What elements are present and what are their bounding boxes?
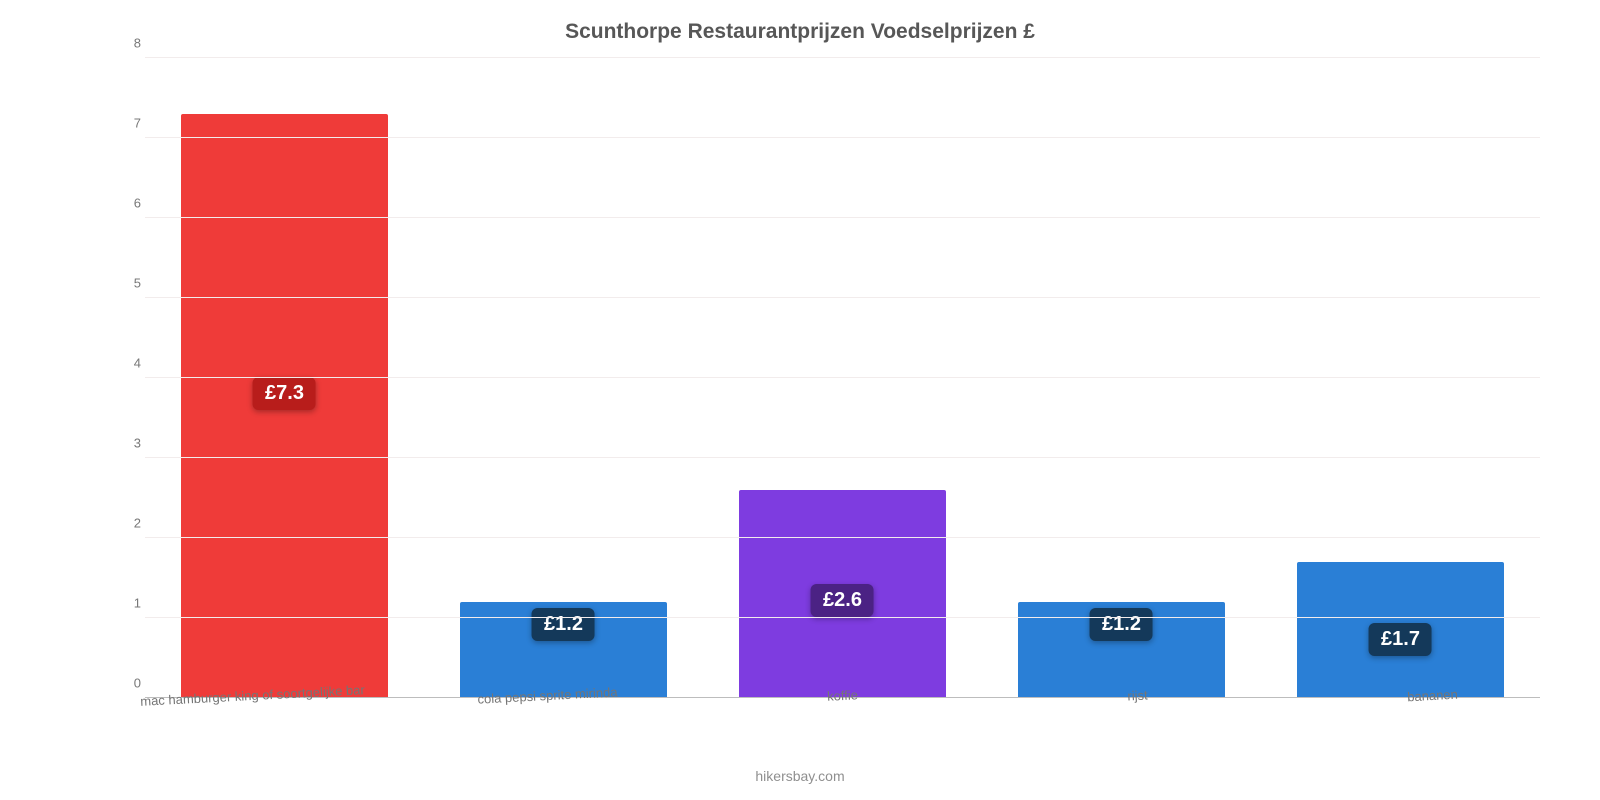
plot-area: £7.3£1.2£2.6£1.2£1.7 012345678 [145,58,1540,698]
bar-chart: Scunthorpe Restaurantprijzen Voedselprij… [0,0,1600,800]
chart-title: Scunthorpe Restaurantprijzen Voedselprij… [40,20,1560,44]
bar: £7.3 [181,114,387,698]
y-tick-label: 6 [113,196,141,211]
gridline [145,297,1540,298]
value-badge: £1.2 [1090,608,1153,641]
bar-slot: £2.6 [703,58,982,698]
y-tick-label: 4 [113,356,141,371]
bar-slot: £1.2 [424,58,703,698]
y-tick-label: 2 [113,516,141,531]
bar-slot: £1.7 [1261,58,1540,698]
y-tick-label: 1 [113,596,141,611]
y-tick-label: 7 [113,116,141,131]
bars-group: £7.3 £1.2 £2.6 £1.2 £1.7 [145,58,1540,698]
bar-slot: £1.2 [982,58,1261,698]
gridline [145,217,1540,218]
gridline [145,57,1540,58]
value-badge: £1.2 [532,608,595,641]
y-tick-label: 3 [113,436,141,451]
y-tick-label: 8 [113,36,141,51]
bar-slot: £7.3 [145,58,424,698]
x-axis-labels: mac hamburger king of soortgelijke barco… [105,688,1580,703]
bar: £2.6 [739,490,945,698]
gridline [145,137,1540,138]
bar: £1.7 [1297,562,1503,698]
gridline [145,457,1540,458]
attribution-text: hikersbay.com [0,768,1600,784]
value-badge: £2.6 [811,584,874,617]
gridline [145,537,1540,538]
value-badge: £1.7 [1369,623,1432,656]
gridline [145,377,1540,378]
y-tick-label: 5 [113,276,141,291]
value-badge: £7.3 [253,377,316,410]
gridline [145,617,1540,618]
